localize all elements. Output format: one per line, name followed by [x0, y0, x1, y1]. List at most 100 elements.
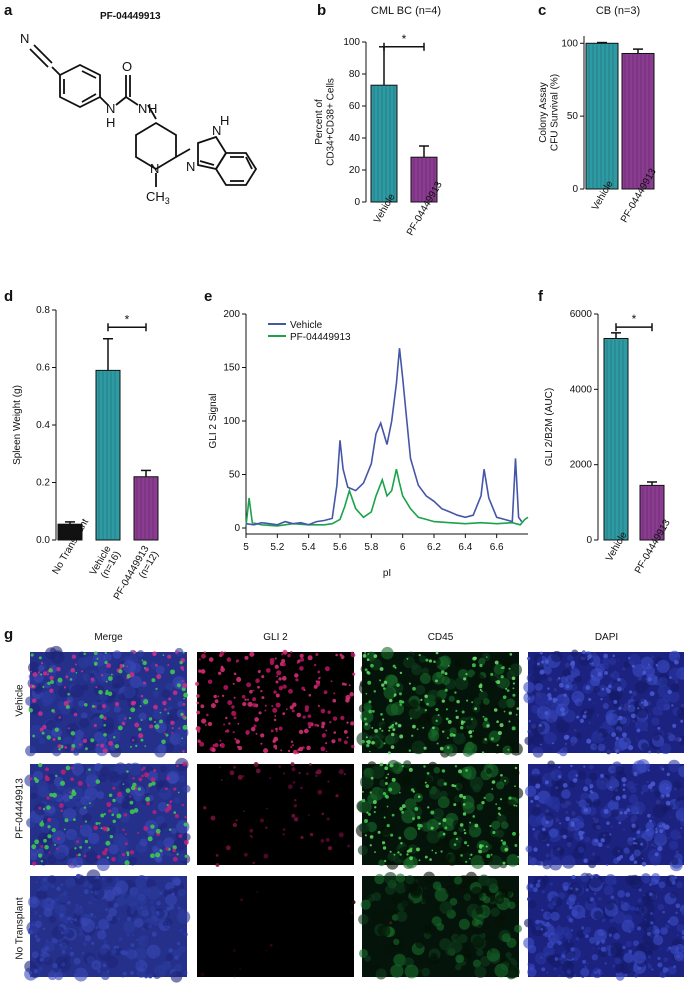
cell-texture	[450, 795, 464, 809]
stain-signal	[546, 912, 552, 918]
stain-signal	[536, 803, 540, 808]
stain-signal	[166, 803, 169, 806]
stain-signal	[630, 695, 634, 699]
cell-texture	[630, 803, 640, 814]
stain-signal	[536, 662, 541, 666]
stain-signal	[529, 884, 534, 888]
cell-texture	[119, 772, 129, 781]
stain-signal	[49, 792, 54, 797]
stain-signal	[332, 698, 337, 703]
stain-signal	[399, 734, 404, 739]
stain-signal	[579, 718, 585, 724]
stain-signal	[633, 973, 639, 978]
stain-signal	[603, 808, 609, 815]
stain-signal	[561, 712, 565, 716]
stain-signal	[648, 892, 653, 897]
stain-signal	[458, 769, 463, 774]
row-label-pf: PF-04449913	[14, 778, 26, 839]
stain-signal	[32, 734, 35, 738]
stain-signal	[372, 800, 377, 804]
cell-texture	[588, 707, 596, 714]
cell-texture	[152, 708, 164, 720]
stain-signal	[210, 815, 216, 821]
panel-label-g: g	[4, 626, 14, 643]
stain-signal	[551, 703, 557, 708]
cell-texture	[673, 780, 682, 790]
stain-signal	[217, 671, 222, 675]
stain-signal	[550, 934, 554, 938]
stain-signal	[88, 900, 93, 906]
stain-signal	[414, 879, 419, 883]
stain-signal	[671, 880, 676, 885]
stain-signal	[424, 694, 428, 699]
cell-texture	[357, 800, 371, 814]
stain-signal	[581, 926, 585, 930]
stain-signal	[46, 735, 52, 740]
cell-texture	[85, 773, 99, 788]
cell-texture	[478, 657, 486, 666]
stain-signal	[70, 777, 74, 782]
cell-texture	[509, 742, 523, 756]
atom-n-piperidine: N	[150, 161, 159, 176]
stain-signal	[616, 856, 622, 861]
stain-signal	[650, 843, 654, 847]
y-tick-label: 0	[354, 197, 360, 208]
stain-signal	[259, 818, 264, 823]
cell-texture	[644, 890, 657, 903]
cell-texture	[528, 813, 542, 828]
stain-signal	[138, 727, 142, 731]
stain-signal	[321, 812, 325, 816]
y-tick-label: 150	[223, 363, 240, 374]
stain-signal	[472, 815, 476, 818]
cell-texture	[652, 934, 664, 946]
cell-texture	[99, 766, 110, 777]
cell-texture	[387, 781, 401, 795]
stain-signal	[628, 840, 633, 846]
stain-signal	[32, 672, 38, 677]
stain-signal	[167, 654, 172, 659]
stain-signal	[215, 854, 219, 857]
stain-signal	[630, 906, 636, 911]
stain-signal	[601, 918, 606, 923]
stain-signal	[602, 881, 606, 885]
stain-signal	[641, 861, 647, 867]
cell-texture	[155, 815, 165, 825]
stain-signal	[622, 783, 626, 787]
stain-signal	[183, 970, 188, 975]
stain-signal	[543, 862, 547, 867]
stain-signal	[255, 890, 259, 893]
cell-texture	[114, 762, 127, 775]
stain-signal	[333, 731, 337, 734]
stain-signal	[425, 784, 430, 788]
stain-signal	[674, 876, 678, 879]
stain-signal	[300, 786, 303, 790]
cell-texture	[419, 655, 427, 663]
stain-signal	[596, 714, 599, 717]
stain-signal	[490, 737, 494, 741]
stain-signal	[441, 699, 445, 703]
cell-texture	[165, 894, 177, 906]
cell-texture	[432, 881, 442, 890]
cell-texture	[560, 789, 571, 799]
stain-signal	[383, 816, 386, 819]
stain-signal	[149, 724, 154, 729]
stain-signal	[615, 749, 619, 753]
stain-signal	[502, 695, 507, 700]
stain-signal	[462, 803, 466, 806]
cell-texture	[137, 649, 145, 657]
stain-signal	[35, 937, 41, 943]
stain-signal	[155, 852, 161, 858]
stain-signal	[551, 849, 553, 851]
stain-signal	[408, 749, 412, 752]
cell-texture	[529, 672, 542, 685]
cell-texture	[62, 736, 73, 747]
cell-texture	[537, 831, 551, 844]
stain-signal	[47, 825, 51, 829]
stain-signal	[235, 739, 241, 744]
stain-signal	[424, 781, 427, 784]
stain-signal	[269, 660, 275, 666]
stain-signal	[361, 798, 366, 803]
stain-signal	[570, 821, 575, 825]
stain-signal	[172, 690, 178, 696]
stain-signal	[146, 801, 151, 806]
